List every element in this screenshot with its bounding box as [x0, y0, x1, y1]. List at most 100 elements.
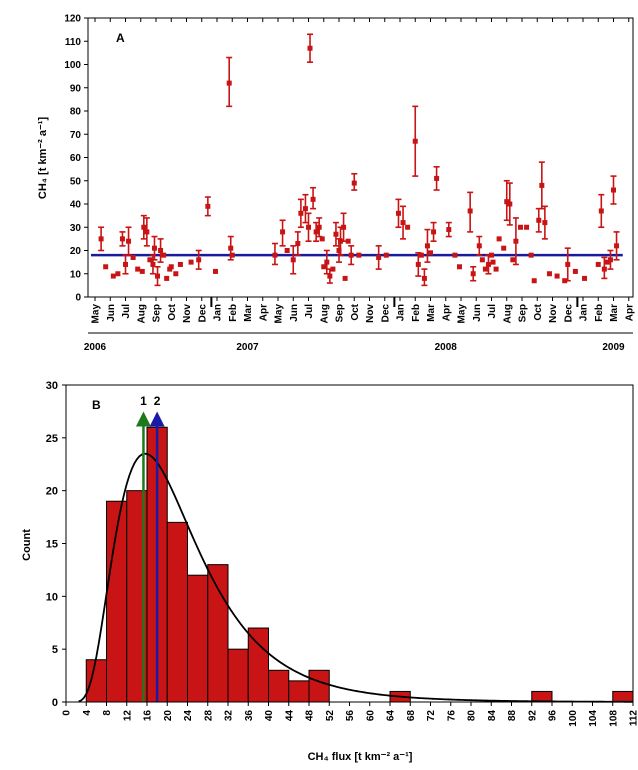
point-marker [504, 199, 510, 205]
point-marker [510, 257, 516, 263]
y-tick-label: 0 [75, 293, 81, 304]
data-point [424, 228, 431, 263]
point-marker [614, 243, 620, 249]
data-point [168, 264, 174, 270]
data-point [476, 235, 483, 256]
data-point [147, 257, 153, 263]
x-tick-label: 88 [507, 710, 518, 722]
data-point [143, 217, 150, 247]
year-label: 2009 [602, 342, 625, 353]
data-point [528, 252, 534, 258]
data-point [173, 271, 179, 277]
x-tick-label: Jan [213, 304, 224, 321]
y-tick-label: 15 [46, 539, 58, 551]
x-tick-label: 64 [386, 710, 397, 722]
data-point [351, 172, 358, 191]
data-point [496, 236, 502, 242]
point-marker [110, 273, 116, 279]
point-marker [376, 254, 382, 260]
x-tick-label: Jul [304, 304, 315, 319]
data-point [554, 273, 560, 279]
panel-b-ylabel: Count [21, 529, 33, 561]
data-point [130, 254, 136, 260]
x-tick-label: 96 [548, 710, 559, 722]
x-tick-label: Nov [365, 304, 376, 323]
point-marker [476, 243, 482, 249]
point-marker [150, 261, 156, 267]
x-tick-label: 28 [203, 710, 214, 722]
data-point [229, 252, 235, 258]
data-point [307, 33, 314, 63]
point-marker [188, 259, 194, 265]
point-marker [327, 273, 333, 279]
data-point [98, 226, 105, 252]
y-tick-label: 10 [70, 269, 82, 280]
x-tick-label: Jun [472, 304, 483, 322]
data-point [356, 252, 362, 258]
x-tick-label: Nov [182, 304, 193, 323]
data-point [517, 224, 523, 230]
data-point [345, 238, 351, 244]
point-marker [431, 229, 437, 235]
x-tick-label: Apr [624, 304, 635, 321]
x-tick-label: 112 [629, 710, 638, 727]
point-marker [147, 257, 153, 263]
point-marker [424, 243, 430, 249]
point-marker [164, 275, 170, 281]
data-point [305, 212, 312, 242]
point-marker [280, 229, 286, 235]
data-point [610, 175, 617, 205]
data-point [204, 196, 211, 217]
point-marker [295, 241, 301, 247]
x-tick-label: 80 [467, 710, 478, 722]
x-tick-label: May [457, 304, 468, 324]
point-marker [356, 252, 362, 258]
y-tick-label: 70 [70, 130, 82, 141]
point-marker [98, 236, 104, 242]
y-tick-label: 10 [46, 591, 58, 603]
data-point [313, 221, 320, 242]
data-point [226, 56, 233, 108]
data-point [395, 198, 402, 229]
data-point [122, 254, 129, 275]
data-point [433, 166, 440, 191]
x-tick-label: Apr [258, 304, 269, 321]
y-tick-label: 80 [70, 107, 82, 118]
data-point [564, 247, 571, 282]
x-tick-label: Jul [487, 304, 498, 319]
data-point [284, 248, 290, 253]
histogram-bar [166, 521, 188, 703]
data-point [348, 245, 355, 266]
x-tick-label: Jul [121, 304, 132, 319]
x-tick-label: 0 [62, 710, 73, 716]
x-tick-label: 68 [406, 710, 417, 722]
point-marker [601, 266, 607, 272]
data-point [119, 231, 126, 247]
y-tick-label: 20 [70, 246, 82, 257]
x-tick-label: Sep [335, 304, 346, 322]
point-marker [321, 264, 327, 270]
point-marker [173, 271, 179, 277]
data-point [456, 264, 462, 270]
data-point [430, 221, 437, 242]
data-point [490, 259, 496, 265]
point-marker [542, 220, 548, 226]
y-tick-label: 20 [46, 486, 58, 498]
y-tick-label: 40 [70, 200, 82, 211]
point-marker [421, 275, 427, 281]
panel-a-ylabel: CH₄ [t km⁻² a⁻¹] [37, 117, 49, 200]
point-marker [123, 261, 128, 267]
histogram-bar [612, 690, 634, 703]
x-tick-label: 44 [284, 710, 295, 722]
point-marker [565, 261, 571, 267]
x-tick-label: Aug [136, 304, 147, 323]
y-tick-label: 25 [46, 433, 58, 445]
point-marker [333, 231, 339, 237]
data-point [452, 252, 458, 258]
marker-label-1: 1 [140, 394, 147, 408]
data-point [493, 266, 499, 272]
x-tick-label: Jan [579, 304, 590, 321]
point-marker [212, 268, 218, 274]
x-tick-label: Nov [548, 304, 559, 323]
data-point [157, 238, 164, 263]
